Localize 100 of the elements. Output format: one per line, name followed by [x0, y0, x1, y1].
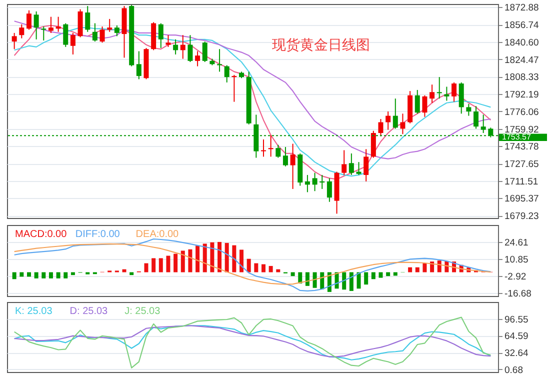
candlestick: [100, 26, 105, 44]
series-label: DIFF:0.00: [75, 229, 120, 240]
bar: [26, 272, 31, 277]
y-tick-label: 1824.47: [504, 54, 539, 66]
bar: [422, 263, 427, 272]
bar: [224, 242, 229, 272]
candlestick: [436, 76, 442, 100]
candlestick: [430, 84, 435, 104]
y-tick-label: 10.85: [504, 254, 528, 266]
candlestick: [356, 162, 362, 176]
bar: [12, 272, 16, 280]
bar: [158, 258, 163, 272]
bar: [42, 272, 46, 278]
line-series: [14, 238, 492, 292]
bar: [378, 272, 383, 278]
candlestick: [276, 144, 281, 158]
candlestick: [400, 113, 406, 135]
y-tick-label: 24.61: [504, 237, 528, 248]
bar: [364, 272, 368, 285]
candlestick: [414, 89, 420, 114]
bar: [246, 258, 251, 272]
y-tick-label: 32.64: [504, 348, 528, 360]
bar: [386, 272, 390, 276]
candlestick: [56, 16, 61, 32]
candlestick: [202, 41, 208, 62]
bar: [349, 272, 354, 291]
candlestick: [12, 32, 17, 50]
candlestick: [173, 38, 178, 55]
bar: [218, 242, 222, 272]
bar: [180, 250, 185, 272]
bar: [64, 272, 68, 278]
bar: [130, 272, 134, 276]
y-tick-label: 1792.19: [504, 90, 539, 101]
bar: [408, 267, 412, 272]
candlestick: [41, 26, 46, 41]
y-tick-label: -2.92: [504, 271, 526, 282]
candlestick: [136, 50, 142, 80]
y-tick-label: 1872.88: [504, 2, 539, 14]
text: K: 25.03: [15, 306, 53, 317]
bar: [261, 264, 266, 272]
bar: [305, 272, 310, 286]
bar: [371, 272, 376, 280]
bar: [290, 272, 295, 276]
candlestick: [422, 94, 428, 118]
candlestick: [320, 174, 325, 190]
y-tick-label: 1808.33: [504, 72, 539, 84]
bar: [34, 272, 38, 278]
candlestick: [195, 50, 200, 67]
candlestick: [48, 16, 54, 34]
bar: [210, 242, 214, 272]
bar: [188, 249, 192, 272]
candlestick: [370, 130, 376, 158]
candlestick: [19, 24, 24, 39]
line-series: [14, 243, 492, 285]
bar: [20, 272, 24, 277]
bar: [268, 266, 273, 272]
series-label: D: 25.03: [70, 306, 108, 317]
candlestick: [260, 138, 266, 158]
y-tick-label: 1679.23: [504, 211, 539, 222]
bar: [174, 254, 178, 272]
candlestick: [304, 174, 310, 193]
y-tick-label: 96.55: [504, 314, 528, 326]
candlestick: [444, 86, 450, 102]
bar: [70, 272, 75, 276]
y-tick-label: 1856.74: [504, 20, 539, 32]
bar: [342, 272, 346, 290]
y-tick-label: 64.59: [504, 331, 528, 342]
candlestick: [290, 143, 296, 190]
candlestick: [480, 114, 486, 134]
candlestick: [232, 74, 237, 102]
candlestick: [378, 118, 384, 137]
line-series: [14, 316, 492, 368]
bar: [356, 272, 361, 289]
y-tick-label: 1711.51: [504, 176, 538, 188]
candlestick: [282, 146, 288, 167]
candlestick: [166, 34, 171, 48]
candlestick: [180, 34, 186, 60]
bar: [254, 263, 258, 272]
bar: [152, 258, 156, 272]
candlestick: [326, 178, 332, 202]
candlestick: [348, 152, 354, 176]
candlestick: [312, 172, 318, 192]
candlestick: [107, 18, 112, 32]
y-tick-label: -16.68: [504, 288, 532, 300]
y-tick-label: 1743.78: [504, 142, 539, 153]
series-label: J: 25.03: [124, 306, 161, 317]
bar: [240, 250, 244, 272]
bar: [196, 246, 200, 272]
bar: [202, 244, 207, 272]
y-tick-label: 1695.37: [504, 194, 539, 205]
y-tick-label: 1840.60: [504, 37, 539, 48]
text: 现货黄金日线图: [272, 36, 370, 53]
bar: [232, 245, 236, 272]
y-tick-label: 1727.65: [504, 159, 539, 170]
candlestick: [217, 48, 222, 72]
bar: [48, 272, 53, 278]
candlestick: [70, 32, 76, 55]
candlestick: [364, 148, 369, 182]
bar: [320, 272, 324, 290]
candlestick: [63, 22, 68, 48]
